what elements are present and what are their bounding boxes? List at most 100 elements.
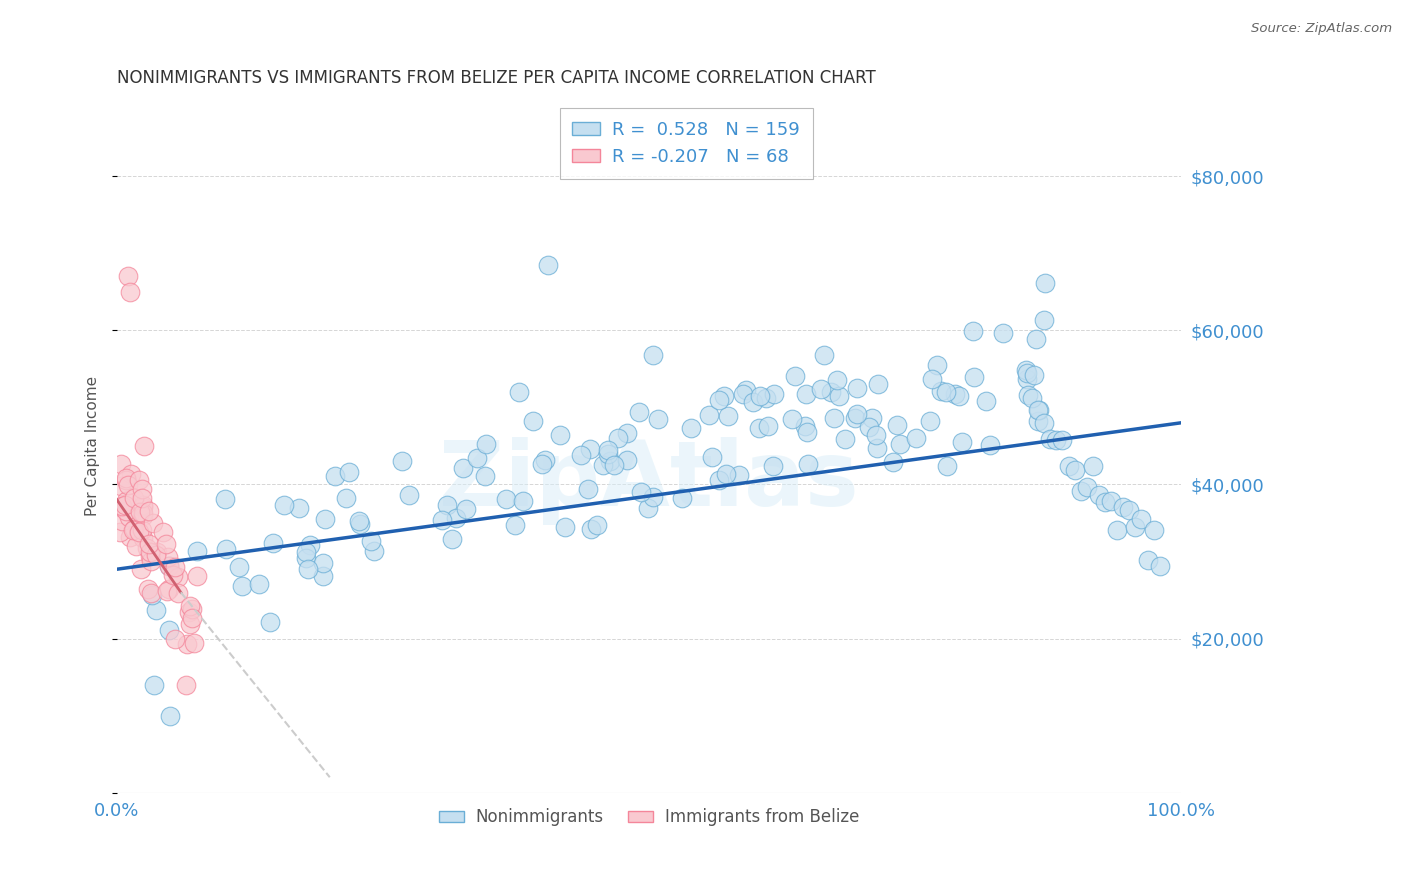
Point [794,418,817,433]
Point [671,491,693,505]
Point [166,585,188,599]
Point [1033,416,1056,430]
Point [846,381,869,395]
Point [637,501,659,516]
Point [467,451,489,466]
Point [742,395,765,409]
Point [146,545,169,559]
Point [131,524,153,538]
Point [1136,553,1159,567]
Point [785,369,807,384]
Point [935,384,957,399]
Point [503,517,526,532]
Point [139,549,162,563]
Point [1025,332,1047,346]
Point [1021,391,1043,405]
Point [576,482,599,496]
Point [823,410,845,425]
Text: ZipAtlas: ZipAtlas [439,436,859,524]
Point [139,545,162,559]
Point [554,519,576,533]
Point [1143,523,1166,537]
Point [131,491,153,505]
Point [1076,480,1098,494]
Point [734,384,756,398]
Point [157,549,180,564]
Point [825,372,848,386]
Point [1081,458,1104,473]
Point [454,502,477,516]
Point [118,530,141,544]
Point [114,498,136,512]
Text: NONIMMIGRANTS VS IMMIGRANTS FROM BELIZE PER CAPITA INCOME CORRELATION CHART: NONIMMIGRANTS VS IMMIGRANTS FROM BELIZE … [117,69,876,87]
Point [828,389,851,403]
Point [1070,484,1092,499]
Point [111,514,134,528]
Point [780,411,803,425]
Point [991,326,1014,341]
Point [1032,313,1054,327]
Point [273,498,295,512]
Point [820,384,842,399]
Point [707,473,730,487]
Point [962,324,984,338]
Point [166,569,188,583]
Point [312,569,335,583]
Point [176,637,198,651]
Point [904,431,927,445]
Point [110,524,132,539]
Point [323,469,346,483]
Point [1017,388,1039,402]
Point [114,471,136,485]
Point [603,458,626,473]
Point [132,500,155,514]
Point [155,537,177,551]
Point [183,635,205,649]
Point [110,479,132,493]
Point [117,477,139,491]
Point [139,554,162,568]
Point [398,488,420,502]
Point [585,518,607,533]
Point [1015,366,1038,380]
Point [132,498,155,512]
Point [259,615,281,629]
Point [186,569,208,583]
Point [335,491,357,505]
Point [294,551,316,566]
Point [174,678,197,692]
Point [927,358,949,372]
Point [145,603,167,617]
Point [1052,433,1074,447]
Point [963,370,986,384]
Point [641,491,664,505]
Point [845,407,868,421]
Point [727,468,749,483]
Point [866,441,889,455]
Point [179,599,201,613]
Point [453,461,475,475]
Point [436,498,458,512]
Point [440,533,463,547]
Point [1028,402,1050,417]
Point [599,454,621,468]
Point [647,412,669,426]
Point [360,533,382,548]
Point [180,611,202,625]
Point [616,426,638,441]
Point [145,548,167,562]
Point [391,454,413,468]
Point [921,372,943,386]
Point [797,457,820,471]
Point [1015,363,1038,377]
Text: Source: ZipAtlas.com: Source: ZipAtlas.com [1251,22,1392,36]
Point [249,577,271,591]
Point [1149,559,1171,574]
Point [165,632,187,646]
Point [1015,372,1038,386]
Point [630,485,652,500]
Point [297,562,319,576]
Point [697,408,720,422]
Point [868,377,890,392]
Point [1045,434,1067,448]
